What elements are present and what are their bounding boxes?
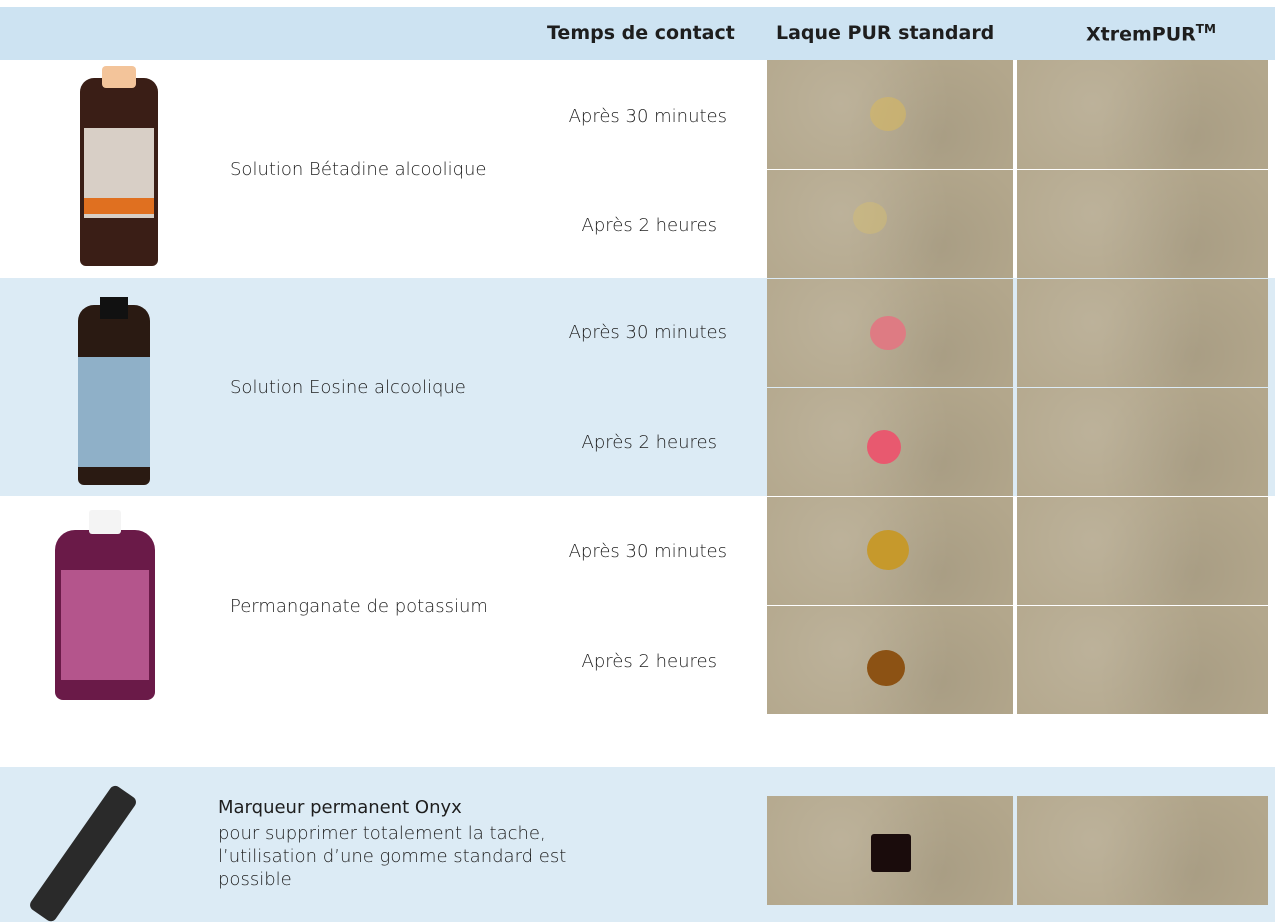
swatch <box>1017 170 1268 278</box>
swatch <box>767 606 1013 714</box>
product-name: Solution Eosine alcoolique <box>230 377 466 398</box>
swatch <box>767 497 1013 605</box>
swatch <box>1017 796 1268 905</box>
marker-note: pour supprimer totalement la tache, l’ut… <box>218 823 567 890</box>
contact-time: Après 30 minutes <box>568 541 727 562</box>
swatch <box>1017 388 1268 496</box>
header-contact: Temps de contact <box>547 22 735 44</box>
swatch <box>767 796 1013 905</box>
header-xtrem-sup: TM <box>1195 22 1216 36</box>
swatch <box>767 170 1013 278</box>
contact-time: Après 30 minutes <box>568 106 727 127</box>
swatch <box>767 60 1013 169</box>
swatch <box>1017 279 1268 387</box>
swatch <box>767 279 1013 387</box>
swatch <box>1017 497 1268 605</box>
contact-time: Après 2 heures <box>581 432 717 453</box>
swatch <box>767 388 1013 496</box>
bottle-image <box>78 297 150 485</box>
bottle-image <box>80 66 158 266</box>
header-standard: Laque PUR standard <box>776 22 995 44</box>
contact-time: Après 2 heures <box>581 215 717 236</box>
contact-time: Après 2 heures <box>581 651 717 672</box>
swatch <box>1017 606 1268 714</box>
header-bar <box>0 7 1275 60</box>
product-name: Permanganate de potassium <box>230 596 488 617</box>
product-name: Solution Bétadine alcoolique <box>230 159 487 180</box>
bottle-image <box>55 510 155 700</box>
contact-time: Après 30 minutes <box>568 322 727 343</box>
header-xtrem: XtremPURTM <box>1086 22 1216 45</box>
swatch <box>1017 60 1268 169</box>
marker-title: Marqueur permanent Onyx <box>218 797 462 818</box>
header-xtrem-text: XtremPUR <box>1086 23 1196 46</box>
